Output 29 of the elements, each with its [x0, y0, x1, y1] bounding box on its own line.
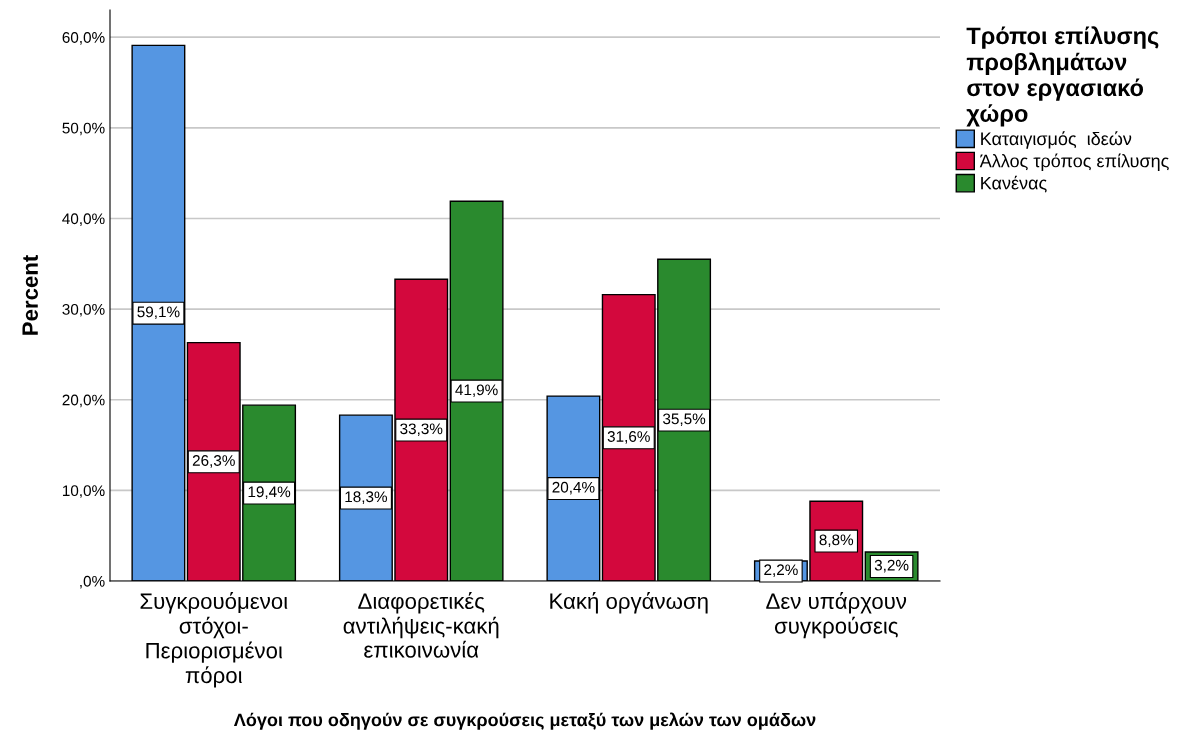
- x-tick-label: Διαφορετικές αντιλήψεις-κακή επικοινωνία: [343, 592, 499, 658]
- y-tick-label: ,0%: [80, 575, 105, 589]
- data-label: 26,3%: [192, 455, 235, 468]
- y-tick-label: 50,0%: [62, 122, 105, 136]
- data-label: 20,4%: [552, 481, 595, 495]
- data-label: 33,3%: [400, 423, 443, 436]
- y-tick-label: 10,0%: [62, 485, 105, 498]
- data-label: 35,5%: [663, 413, 706, 427]
- legend-label: Άλλος τρόπος επίλυσης: [979, 153, 1169, 171]
- data-label: 19,4%: [248, 486, 291, 499]
- x-axis-title: Λόγοι που οδηγούν σε συγκρούσεις μεταξύ των μελών των ομάδων: [233, 712, 816, 730]
- data-label: 31,6%: [607, 431, 650, 444]
- x-tick-label: Κακή οργάνωση: [550, 592, 708, 614]
- legend-title: Τρόποι επίλυσης προβλημάτων στον εργασιακό χώρο: [966, 26, 1159, 127]
- y-tick-label: 60,0%: [62, 32, 105, 45]
- x-tick-label: Συγκρουόμενοι στόχοι- Περιορισμένοι πόροι: [140, 592, 288, 688]
- y-tick-label: 20,0%: [62, 394, 105, 408]
- y-tick-label: 30,0%: [62, 303, 105, 317]
- data-label: 2,2%: [764, 564, 798, 577]
- data-label: 3,2%: [874, 559, 909, 573]
- data-label: 8,8%: [819, 534, 854, 548]
- x-tick-label: Δεν υπάρχουν συγκρούσεις: [766, 592, 907, 639]
- legend-label: Κανένας: [981, 175, 1047, 193]
- data-label: 18,3%: [345, 491, 388, 504]
- legend-label: Καταιγισμός ιδεών: [981, 131, 1132, 149]
- data-label: 59,1%: [137, 306, 180, 320]
- y-axis-title: Percent: [22, 255, 38, 335]
- data-label: 41,9%: [455, 384, 498, 398]
- y-tick-label: 40,0%: [62, 213, 105, 226]
